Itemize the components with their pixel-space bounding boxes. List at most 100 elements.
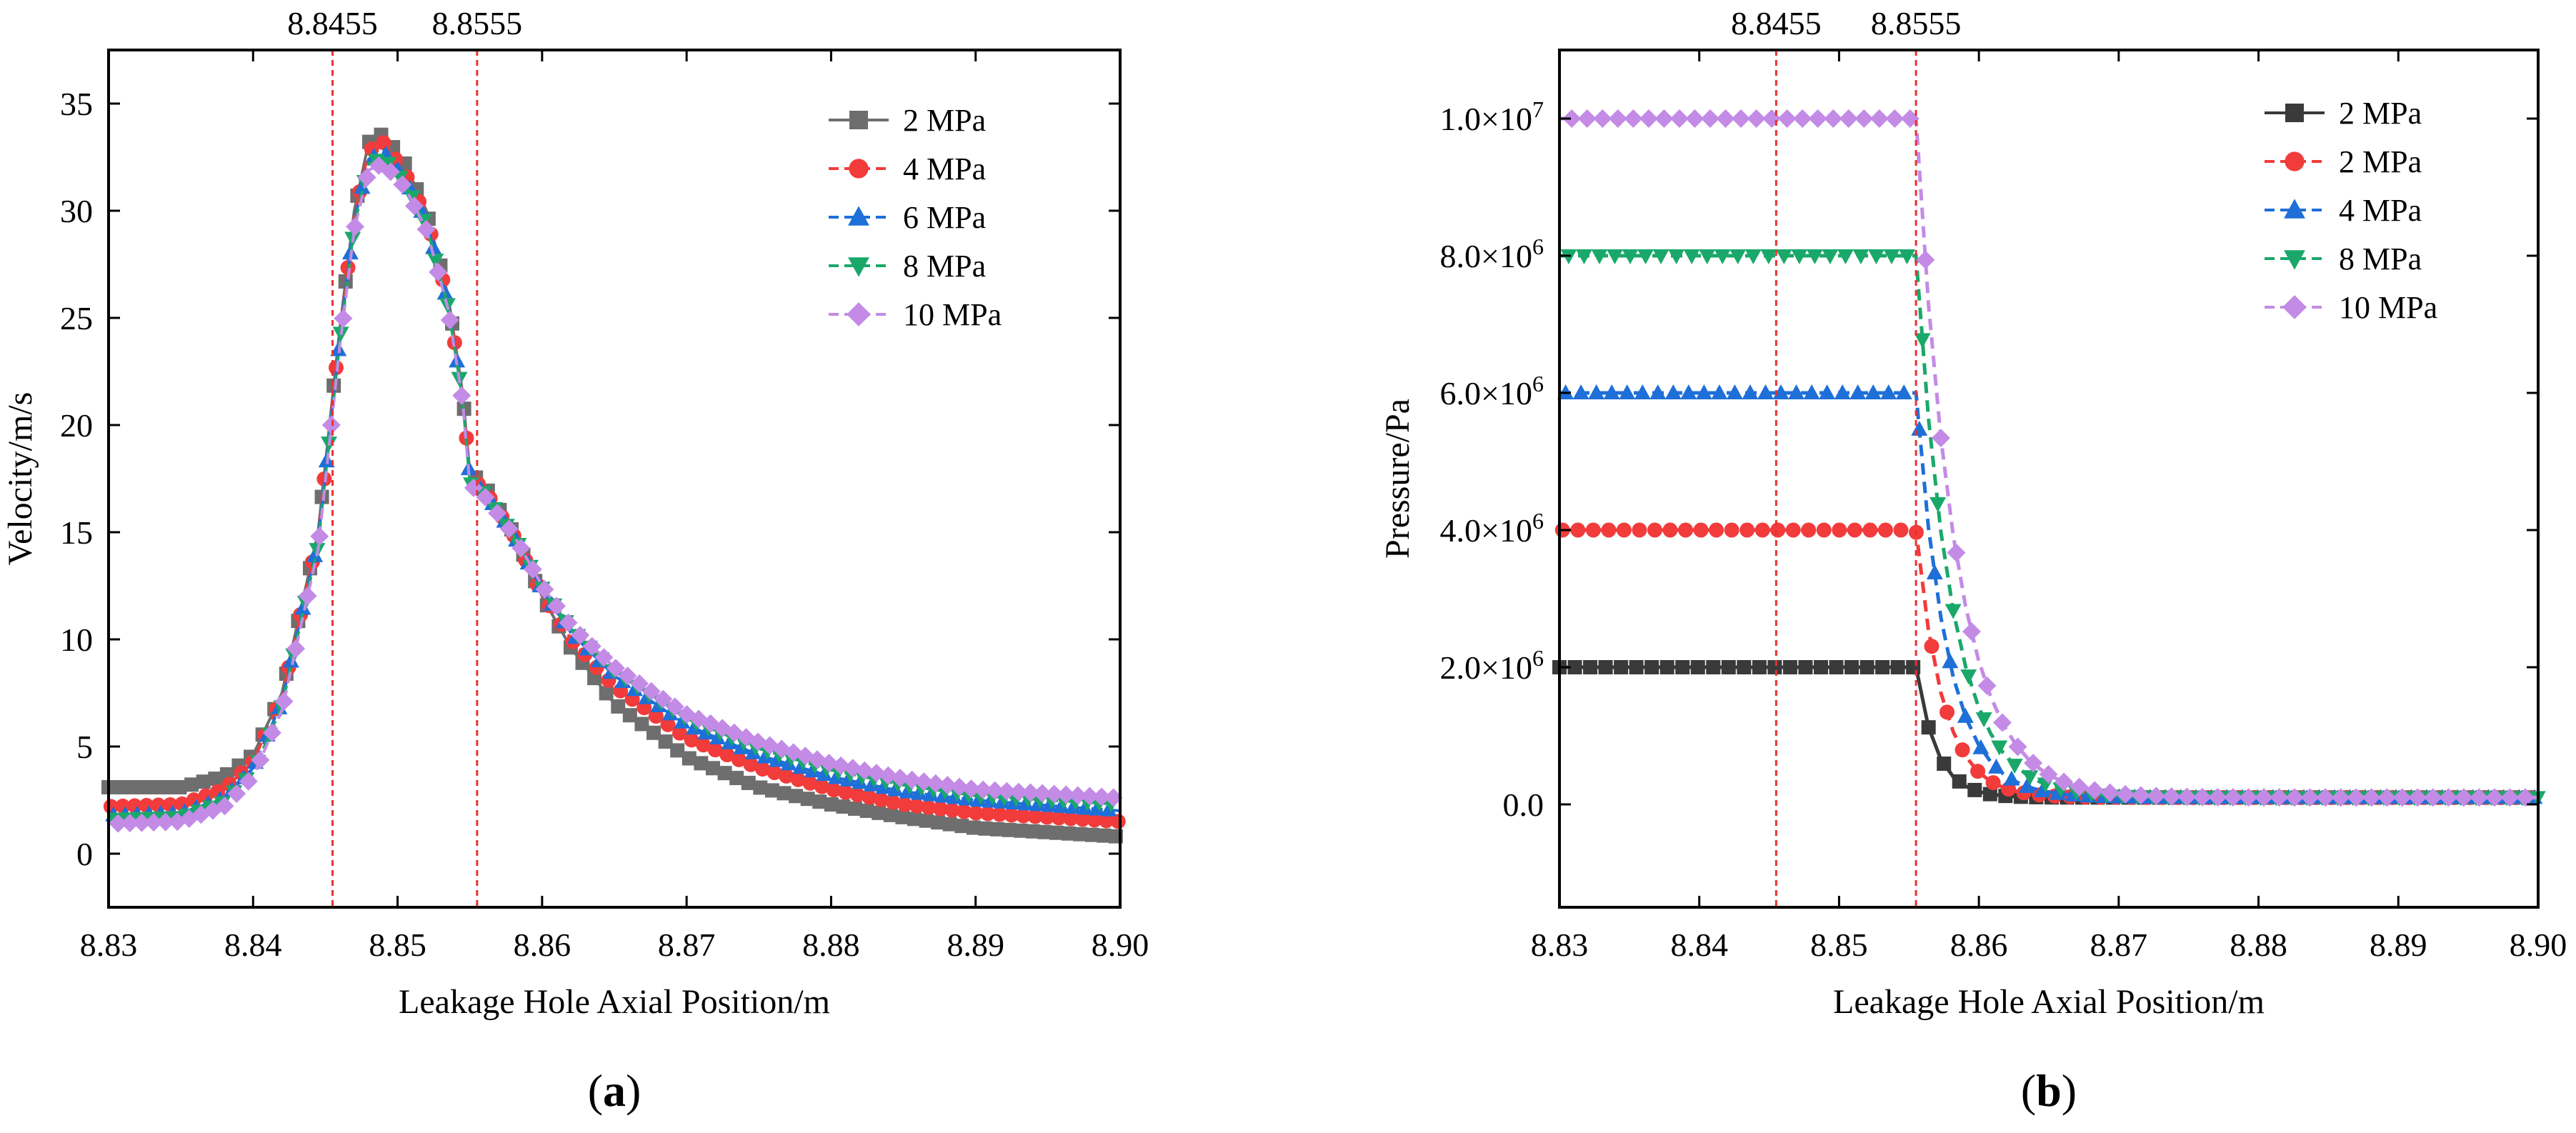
data-point	[2100, 783, 2120, 802]
data-point	[1562, 109, 1582, 128]
legend-label: 2 MPa	[2339, 144, 2422, 179]
y-tick-label: 30	[60, 193, 93, 229]
data-point	[660, 717, 676, 732]
data-point	[914, 772, 934, 792]
data-point	[1074, 812, 1090, 827]
data-point	[968, 805, 984, 821]
velocity-y-axis-title: Velocity/m/s	[1, 392, 39, 566]
data-point	[1864, 384, 1882, 399]
legend-label: 2 MPa	[903, 103, 986, 138]
data-point	[1770, 522, 1786, 538]
data-point	[1678, 522, 1694, 538]
y-tick-label: 15	[60, 514, 93, 551]
data-point	[1724, 522, 1739, 538]
legend-marker	[2285, 104, 2304, 122]
data-point	[1644, 660, 1659, 674]
data-point	[1867, 249, 1884, 264]
data-point	[1975, 712, 1992, 728]
velocity-plot-frame	[107, 49, 1122, 909]
legend-label: 6 MPa	[903, 200, 986, 235]
pressure-y-axis-title: Pressure/Pa	[1379, 399, 1417, 559]
legend-item-2: 4 MPa	[2265, 193, 2422, 228]
x-tick-label: 8.88	[802, 927, 860, 963]
data-point	[992, 807, 1007, 822]
series-1-4-mpa	[103, 135, 1126, 829]
data-point	[1567, 660, 1582, 674]
data-point	[789, 789, 804, 804]
data-point	[1721, 660, 1736, 674]
data-point	[954, 819, 969, 834]
data-point	[1622, 249, 1639, 264]
data-point	[1895, 384, 1912, 399]
data-point	[1092, 787, 1112, 807]
data-point	[874, 792, 889, 808]
data-point	[416, 220, 436, 239]
data-point	[1793, 109, 1812, 128]
data-point	[1099, 813, 1114, 829]
data-point	[1647, 522, 1662, 538]
data-point	[184, 777, 199, 792]
data-point	[2392, 788, 2412, 807]
data-point	[1664, 384, 1682, 399]
data-point	[571, 626, 590, 645]
data-point	[1832, 522, 1847, 538]
velocity-legend: 2 MPa 4 MPa 6 MPa 8 MPa 10 MPa	[829, 103, 1002, 332]
data-point	[931, 815, 946, 830]
legend-marker	[2285, 151, 2305, 171]
data-point	[717, 766, 732, 781]
data-point	[2022, 770, 2039, 786]
data-point	[1572, 384, 1589, 399]
data-point	[705, 761, 720, 776]
data-point	[2347, 788, 2366, 807]
data-point	[1675, 660, 1690, 674]
data-point	[1669, 109, 1689, 128]
legend-marker	[848, 206, 869, 226]
data-point	[990, 822, 1005, 837]
data-point	[721, 734, 738, 749]
data-point	[381, 162, 400, 181]
data-point	[814, 779, 830, 794]
data-point	[949, 777, 969, 797]
data-point	[1824, 109, 1843, 128]
legend-marker	[2284, 199, 2305, 219]
legend-label: 10 MPa	[903, 297, 1002, 332]
legend-item-4: 10 MPa	[829, 297, 1002, 332]
data-point	[1777, 109, 1797, 128]
data-point	[707, 742, 723, 758]
data-point	[1009, 782, 1028, 802]
data-point	[899, 783, 916, 799]
data-point	[1097, 828, 1112, 843]
data-point	[1739, 522, 1755, 538]
data-point	[1570, 522, 1586, 538]
data-point	[2208, 787, 2227, 807]
data-point	[376, 135, 391, 151]
data-point	[2116, 784, 2135, 804]
data-point	[215, 797, 234, 816]
data-point	[1077, 799, 1094, 815]
series-2-4-mpa	[1557, 384, 2543, 804]
data-point	[1014, 823, 1029, 838]
velocity-reference-lines: 8.8455 8.8555	[287, 5, 522, 907]
data-point	[1016, 808, 1032, 824]
data-point	[2454, 788, 2473, 807]
data-point	[1875, 660, 1890, 674]
data-point	[812, 794, 827, 809]
data-point	[196, 774, 211, 789]
data-point	[2439, 788, 2458, 807]
data-point	[1603, 384, 1620, 399]
data-point	[1847, 522, 1862, 538]
data-point	[511, 539, 531, 558]
x-tick-label: 8.87	[658, 927, 716, 963]
x-tick-label: 8.88	[2230, 927, 2287, 963]
data-point	[767, 765, 782, 781]
data-point	[1987, 758, 2005, 774]
data-point	[1837, 249, 1854, 264]
data-point	[1039, 809, 1055, 825]
data-point	[1087, 812, 1102, 828]
data-point	[1893, 522, 1909, 538]
data-point	[2008, 737, 2027, 757]
data-point	[488, 504, 507, 523]
data-point	[895, 809, 910, 824]
data-point	[1757, 384, 1774, 399]
